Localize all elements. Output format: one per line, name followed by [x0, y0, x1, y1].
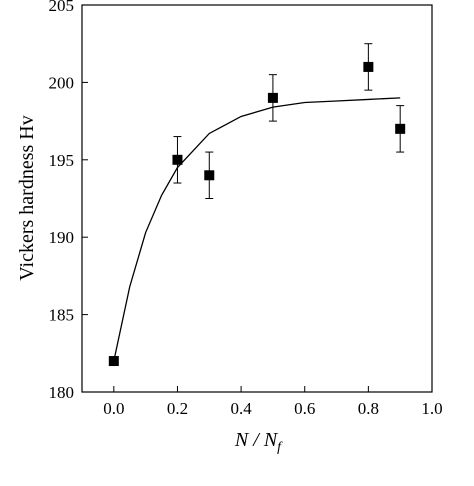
y-tick-label: 200	[49, 73, 75, 92]
marker	[172, 154, 183, 165]
x-axis-label: N / Nf	[234, 429, 283, 455]
plot-frame	[81, 4, 433, 393]
x-tick-label: 0.6	[294, 399, 315, 418]
x-tick-label: 1.0	[421, 399, 442, 418]
y-axis-label: Vickers hardness Hv	[16, 115, 38, 280]
y-tick-label: 190	[49, 228, 75, 247]
y-tick-label: 185	[49, 306, 75, 325]
x-tick-label: 0.0	[103, 399, 124, 418]
marker	[267, 92, 278, 103]
x-axis-label-sub: f	[277, 440, 283, 455]
x-axis-label-main: N / N	[234, 429, 279, 451]
marker	[395, 123, 406, 134]
marker	[363, 61, 374, 72]
x-tick-label: 0.2	[167, 399, 188, 418]
y-tick-label: 180	[49, 383, 75, 402]
x-tick-label: 0.8	[358, 399, 379, 418]
fit-curve	[113, 97, 401, 362]
marker	[108, 356, 119, 367]
x-tick-label: 0.4	[230, 399, 252, 418]
y-tick-label: 195	[49, 151, 75, 170]
marker	[204, 170, 215, 181]
y-tick-label: 205	[49, 0, 75, 15]
